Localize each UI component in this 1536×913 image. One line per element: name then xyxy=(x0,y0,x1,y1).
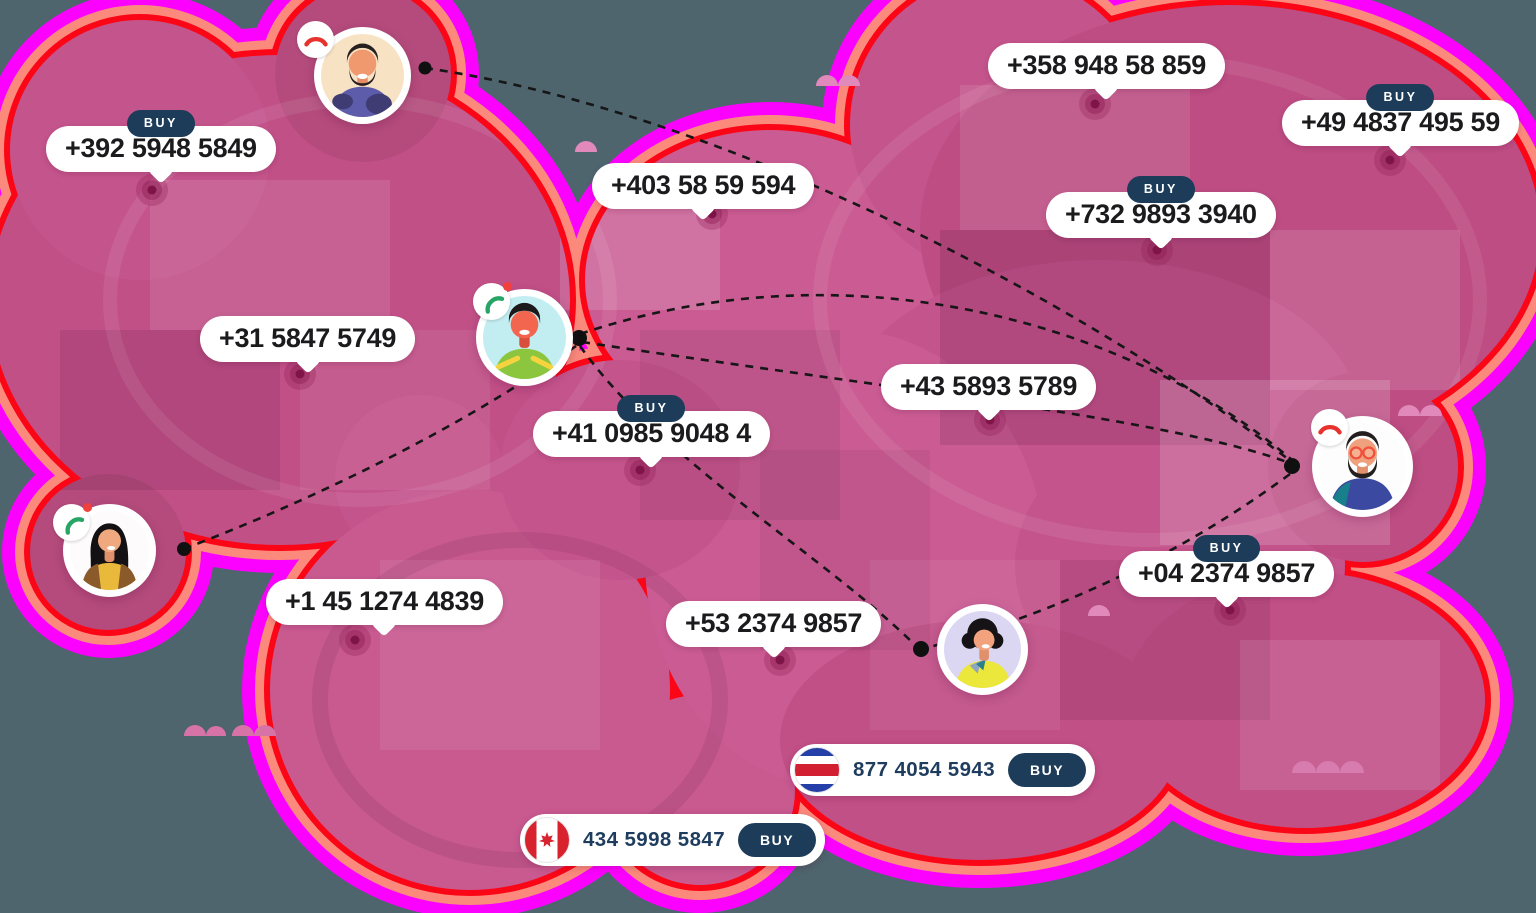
phone-number-bubble: +43 5893 5789 xyxy=(881,364,1097,422)
call-active-icon xyxy=(473,282,512,320)
phone-number-label: +49 4837 495 59 xyxy=(1301,107,1500,137)
call-active-icon xyxy=(53,503,92,541)
cloud-decorations xyxy=(184,75,1442,773)
buy-badge-button[interactable]: BUY xyxy=(1366,84,1435,111)
number-purchase-pill: 877 4054 5943 BUY xyxy=(790,744,1096,796)
notification-dot xyxy=(83,503,92,512)
phone-number-bubble: +403 58 59 594 xyxy=(592,163,815,221)
caller-avatar-central xyxy=(473,282,573,386)
buy-badge-button[interactable]: BUY xyxy=(1192,535,1261,562)
phone-number-label: +392 5948 5849 xyxy=(65,133,257,163)
canada-flag-icon xyxy=(524,817,570,863)
buy-button[interactable]: BUY xyxy=(1008,753,1087,787)
phone-number-bubble: BUY +392 5948 5849 xyxy=(46,110,276,184)
notification-dot xyxy=(503,282,512,291)
person-illustration xyxy=(81,523,138,590)
phone-number-bubble: +358 948 58 859 xyxy=(988,43,1225,101)
phone-number-label: +04 2374 9857 xyxy=(1138,558,1316,588)
caller-avatar-left xyxy=(53,503,156,597)
phone-number-label: +403 58 59 594 xyxy=(611,170,796,200)
person-illustration xyxy=(955,618,1012,688)
phone-number-label: 877 4054 5943 xyxy=(853,758,996,781)
phone-number-bubble: +53 2374 9857 xyxy=(666,601,882,659)
person-illustration xyxy=(331,43,394,117)
phone-number-label: +53 2374 9857 xyxy=(685,608,863,638)
person-illustration xyxy=(493,302,556,379)
caller-avatar-bottom xyxy=(937,604,1028,695)
phone-number-label: +41 0985 9048 4 xyxy=(552,418,751,448)
buy-badge-button[interactable]: BUY xyxy=(126,110,195,137)
caller-avatar-right xyxy=(1311,409,1413,517)
phone-number-label: +358 948 58 859 xyxy=(1007,50,1206,80)
number-purchase-pill: 434 5998 5847 BUY xyxy=(520,814,826,866)
phone-number-bubble: BUY +04 2374 9857 xyxy=(1119,535,1335,609)
caller-avatar-top-left xyxy=(297,21,411,124)
call-end-icon xyxy=(1311,409,1348,446)
buy-button[interactable]: BUY xyxy=(738,823,817,857)
buy-badge-button[interactable]: BUY xyxy=(617,395,686,422)
buy-badge-button[interactable]: BUY xyxy=(1126,176,1195,203)
phone-number-bubble: +31 5847 5749 xyxy=(200,316,416,374)
phone-number-bubble: BUY +49 4837 495 59 xyxy=(1282,84,1519,158)
phone-number-label: +732 9893 3940 xyxy=(1065,199,1257,229)
phone-number-label: +31 5847 5749 xyxy=(219,323,397,353)
person-illustration xyxy=(1330,431,1395,510)
phone-number-label: 434 5998 5847 xyxy=(583,828,726,851)
phone-number-label: +43 5893 5789 xyxy=(900,371,1078,401)
phone-number-bubble: +1 45 1274 4839 xyxy=(266,579,503,637)
connection-dots xyxy=(177,61,1300,657)
call-end-icon xyxy=(297,21,334,58)
phone-number-bubble: BUY +41 0985 9048 4 xyxy=(533,395,770,469)
phone-number-bubble: BUY +732 9893 3940 xyxy=(1046,176,1276,250)
phone-number-label: +1 45 1274 4839 xyxy=(285,586,484,616)
costa-rica-flag-icon xyxy=(794,747,840,793)
